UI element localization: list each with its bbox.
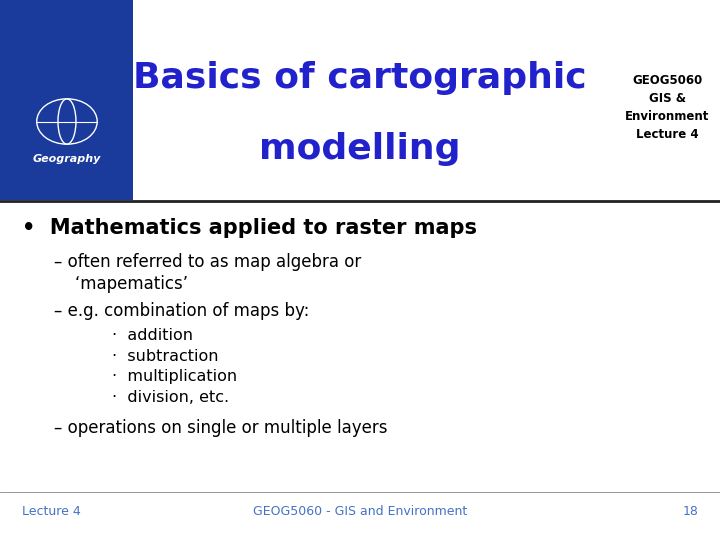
Text: ·  addition: · addition [112,328,193,343]
Text: – often referred to as map algebra or: – often referred to as map algebra or [54,253,361,271]
Text: Geography: Geography [33,154,101,164]
Text: 18: 18 [683,505,698,518]
Text: ·  subtraction: · subtraction [112,349,218,364]
Text: •  Mathematics applied to raster maps: • Mathematics applied to raster maps [22,218,477,238]
Text: Basics of cartographic: Basics of cartographic [133,62,587,95]
Text: GEOG5060 - GIS and Environment: GEOG5060 - GIS and Environment [253,505,467,518]
Text: ‘mapematics’: ‘mapematics’ [54,275,188,293]
Text: – e.g. combination of maps by:: – e.g. combination of maps by: [54,301,310,320]
Text: modelling: modelling [259,132,461,165]
Bar [0,0,133,200]
Text: – operations on single or multiple layers: – operations on single or multiple layer… [54,419,387,437]
Text: Lecture 4: Lecture 4 [22,505,81,518]
Text: GEOG5060
GIS &
Environment
Lecture 4: GEOG5060 GIS & Environment Lecture 4 [625,75,709,141]
Text: ·  division, etc.: · division, etc. [112,390,229,405]
Text: ·  multiplication: · multiplication [112,369,237,384]
